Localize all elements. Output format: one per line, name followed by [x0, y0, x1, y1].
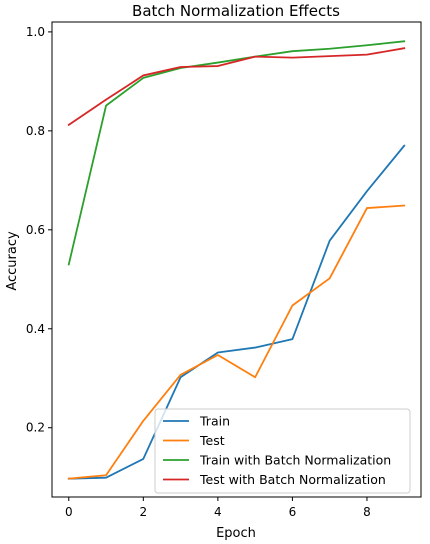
x-tick-label: 4: [214, 505, 222, 519]
y-axis-label: Accuracy: [5, 231, 20, 291]
y-tick-label: 1.0: [26, 25, 45, 39]
legend-label-test-with-batch-normalization: Test with Batch Normalization: [199, 472, 386, 487]
series-line-test-with-batch-normalization: [67, 47, 406, 127]
y-tick-label: 0.6: [26, 223, 45, 237]
ticks-layer: 0 2 4 6 8 0.2 0.4 0.6 0.8 1.0: [26, 25, 371, 519]
y-tick-label: 0.4: [26, 322, 45, 336]
y-tick-label: 0.8: [26, 124, 45, 138]
series-line-train: [67, 144, 406, 480]
legend-box: [154, 408, 411, 494]
y-tick-label: 0.2: [26, 421, 45, 435]
x-axis-label: Epoch: [216, 526, 256, 541]
series-line-test: [67, 204, 406, 480]
x-tick-label: 2: [139, 505, 147, 519]
series-layer: [67, 40, 406, 480]
series-line-train-with-batch-normalization: [67, 40, 406, 266]
legend-label-train: Train: [199, 414, 230, 429]
legend: Train Test Train with Batch Normalization T…: [154, 408, 411, 494]
plot-frame: [51, 21, 422, 498]
chart-title: Batch Normalization Effects: [132, 2, 340, 20]
x-tick-label: 8: [363, 505, 371, 519]
legend-label-train-with-batch-normalization: Train with Batch Normalization: [199, 453, 391, 468]
x-tick-label: 0: [65, 505, 73, 519]
x-tick-label: 6: [289, 505, 297, 519]
legend-label-test: Test: [199, 433, 225, 448]
